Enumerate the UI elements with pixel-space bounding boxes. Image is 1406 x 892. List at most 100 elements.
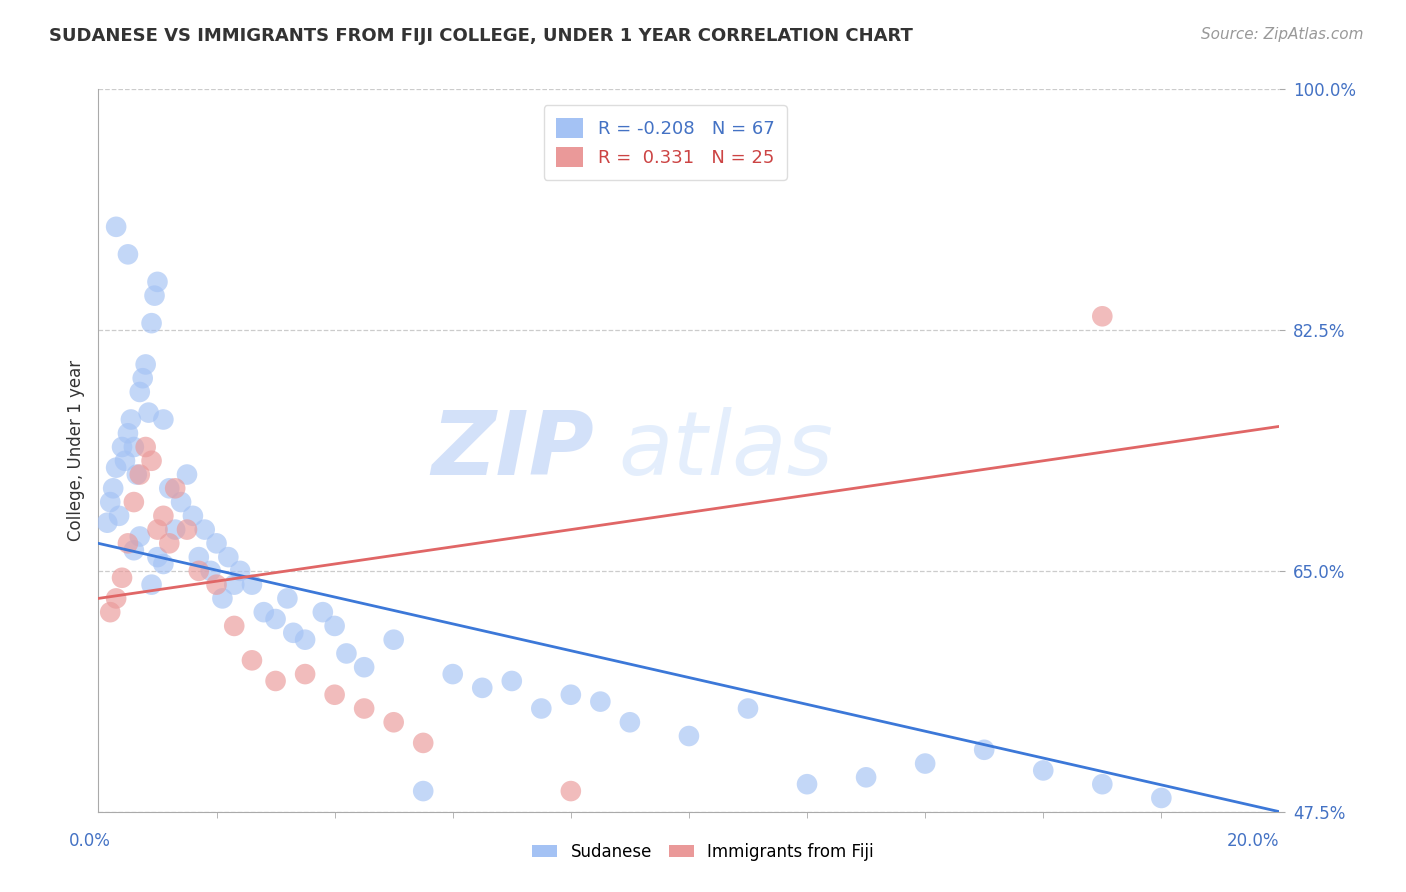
Sudanese — [187, 550, 209, 565]
Sudanese — [122, 543, 145, 558]
Sudanese — [194, 523, 217, 537]
Immigrants from Fiji — [141, 454, 163, 468]
Text: atlas: atlas — [619, 408, 832, 493]
Immigrants from Fiji — [98, 605, 121, 619]
Legend: R = -0.208   N = 67, R =  0.331   N = 25: R = -0.208 N = 67, R = 0.331 N = 25 — [544, 105, 787, 179]
Sudanese — [276, 591, 298, 606]
Immigrants from Fiji — [240, 653, 263, 667]
Sudanese — [152, 412, 174, 426]
Sudanese — [143, 288, 166, 302]
Sudanese — [176, 467, 198, 482]
Sudanese — [103, 481, 125, 495]
Immigrants from Fiji — [122, 495, 145, 509]
Sudanese — [146, 275, 169, 289]
Text: ZIP: ZIP — [432, 407, 595, 494]
Sudanese — [135, 358, 157, 372]
Immigrants from Fiji — [165, 481, 187, 495]
Sudanese — [96, 516, 118, 530]
Immigrants from Fiji — [105, 591, 128, 606]
Sudanese — [619, 715, 641, 730]
Sudanese — [312, 605, 335, 619]
Sudanese — [211, 591, 233, 606]
Text: 20.0%: 20.0% — [1227, 832, 1279, 850]
Immigrants from Fiji — [117, 536, 139, 550]
Sudanese — [855, 770, 877, 784]
Sudanese — [353, 660, 375, 674]
Immigrants from Fiji — [176, 523, 198, 537]
Sudanese — [170, 495, 193, 509]
Sudanese — [412, 784, 434, 798]
Immigrants from Fiji — [412, 736, 434, 750]
Sudanese — [264, 612, 287, 626]
Immigrants from Fiji — [157, 536, 180, 550]
Sudanese — [108, 508, 131, 523]
Sudanese — [229, 564, 252, 578]
Sudanese — [471, 681, 494, 695]
Sudanese — [146, 550, 169, 565]
Sudanese — [294, 632, 316, 647]
Immigrants from Fiji — [187, 564, 209, 578]
Sudanese — [441, 667, 464, 681]
Sudanese — [122, 440, 145, 454]
Text: 0.0%: 0.0% — [69, 832, 111, 850]
Immigrants from Fiji — [146, 523, 169, 537]
Sudanese — [105, 460, 128, 475]
Text: SUDANESE VS IMMIGRANTS FROM FIJI COLLEGE, UNDER 1 YEAR CORRELATION CHART: SUDANESE VS IMMIGRANTS FROM FIJI COLLEGE… — [49, 27, 912, 45]
Y-axis label: College, Under 1 year: College, Under 1 year — [66, 359, 84, 541]
Sudanese — [1032, 764, 1054, 778]
Sudanese — [152, 557, 174, 571]
Text: Source: ZipAtlas.com: Source: ZipAtlas.com — [1201, 27, 1364, 42]
Sudanese — [335, 647, 357, 661]
Sudanese — [589, 695, 612, 709]
Sudanese — [283, 625, 305, 640]
Legend: Sudanese, Immigrants from Fiji: Sudanese, Immigrants from Fiji — [526, 837, 880, 868]
Sudanese — [114, 454, 136, 468]
Sudanese — [132, 371, 155, 385]
Sudanese — [737, 701, 759, 715]
Sudanese — [120, 412, 142, 426]
Sudanese — [530, 701, 553, 715]
Immigrants from Fiji — [152, 508, 174, 523]
Sudanese — [678, 729, 700, 743]
Immigrants from Fiji — [264, 673, 287, 688]
Immigrants from Fiji — [1091, 310, 1114, 324]
Sudanese — [560, 688, 582, 702]
Immigrants from Fiji — [205, 577, 228, 591]
Sudanese — [125, 467, 148, 482]
Sudanese — [1091, 777, 1114, 791]
Sudanese — [105, 219, 128, 234]
Sudanese — [138, 406, 160, 420]
Sudanese — [1150, 791, 1173, 805]
Sudanese — [382, 632, 405, 647]
Immigrants from Fiji — [382, 715, 405, 730]
Sudanese — [253, 605, 276, 619]
Sudanese — [181, 508, 204, 523]
Sudanese — [117, 247, 139, 261]
Sudanese — [157, 481, 180, 495]
Sudanese — [914, 756, 936, 771]
Sudanese — [205, 536, 228, 550]
Sudanese — [141, 316, 163, 330]
Immigrants from Fiji — [128, 467, 150, 482]
Immigrants from Fiji — [294, 667, 316, 681]
Sudanese — [165, 523, 187, 537]
Sudanese — [217, 550, 239, 565]
Sudanese — [240, 577, 263, 591]
Sudanese — [128, 384, 150, 399]
Immigrants from Fiji — [353, 701, 375, 715]
Sudanese — [128, 529, 150, 543]
Immigrants from Fiji — [560, 784, 582, 798]
Sudanese — [111, 440, 134, 454]
Immigrants from Fiji — [111, 571, 134, 585]
Sudanese — [501, 673, 523, 688]
Immigrants from Fiji — [224, 619, 246, 633]
Immigrants from Fiji — [323, 688, 346, 702]
Immigrants from Fiji — [135, 440, 157, 454]
Sudanese — [117, 426, 139, 441]
Sudanese — [796, 777, 818, 791]
Sudanese — [200, 564, 222, 578]
Sudanese — [141, 577, 163, 591]
Sudanese — [224, 577, 246, 591]
Sudanese — [323, 619, 346, 633]
Sudanese — [973, 743, 995, 757]
